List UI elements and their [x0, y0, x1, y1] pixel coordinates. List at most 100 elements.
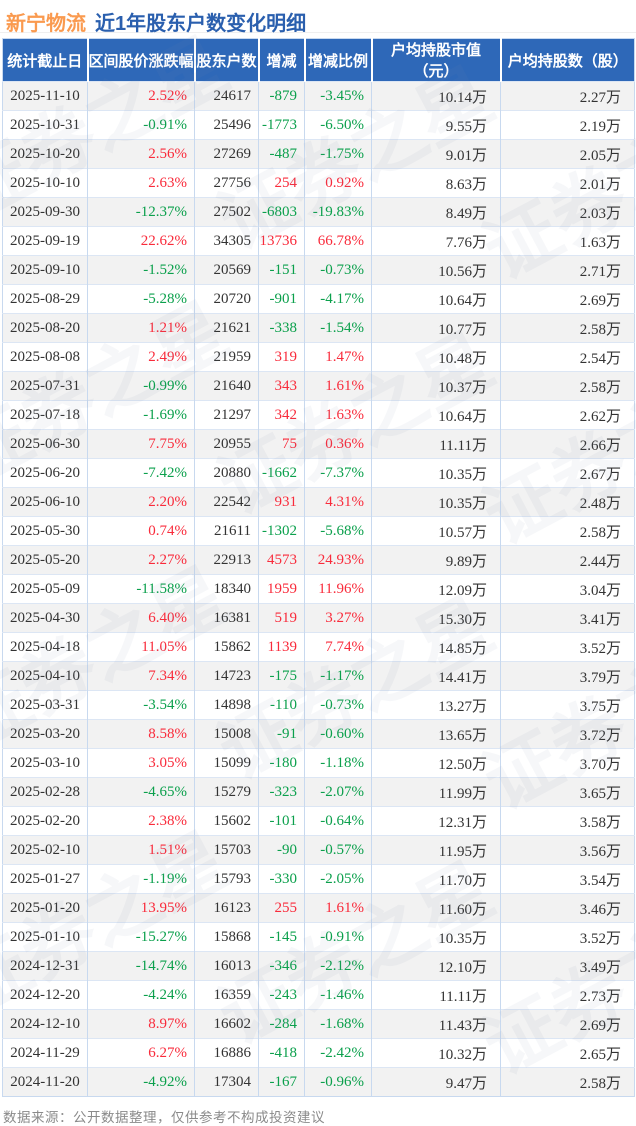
cell-date: 2025-02-28	[2, 777, 88, 807]
cell-price-change: -0.91%	[87, 110, 195, 140]
cell-avg-shares: 3.54万	[500, 864, 635, 894]
cell-delta-ratio: -1.17%	[304, 661, 372, 691]
cell-avg-market-value: 10.35万	[371, 922, 501, 952]
cell-delta: 75	[258, 429, 305, 459]
cell-date: 2025-03-31	[2, 690, 88, 720]
cell-avg-market-value: 11.43万	[371, 1009, 501, 1039]
cell-price-change: 3.05%	[87, 748, 195, 778]
cell-price-change: -4.65%	[87, 777, 195, 807]
cell-avg-market-value: 13.65万	[371, 719, 501, 749]
cell-date: 2025-04-10	[2, 661, 88, 691]
cell-price-change: 6.27%	[87, 1038, 195, 1068]
cell-holders: 20880	[194, 458, 259, 488]
cell-delta: 4573	[258, 545, 305, 575]
data-source-note: 数据来源：公开数据整理，仅供参考不构成投资建议	[3, 1110, 325, 1125]
table-row: 2025-08-20 1.21% 21621 -338 -1.54% 10.77万 2.58…	[2, 313, 635, 343]
cell-delta-ratio: -4.17%	[304, 284, 372, 314]
cell-avg-market-value: 12.50万	[371, 748, 501, 778]
cell-date: 2025-04-18	[2, 632, 88, 662]
cell-holders: 14898	[194, 690, 259, 720]
cell-avg-market-value: 12.09万	[371, 574, 501, 604]
cell-holders: 15793	[194, 864, 259, 894]
table-row: 2024-11-29 6.27% 16886 -418 -2.42% 10.32万 2.65…	[2, 1038, 635, 1068]
cell-date: 2025-02-10	[2, 835, 88, 865]
cell-date: 2025-06-30	[2, 429, 88, 459]
cell-avg-market-value: 10.35万	[371, 458, 501, 488]
cell-avg-shares: 2.73万	[500, 980, 635, 1010]
cell-price-change: -7.42%	[87, 458, 195, 488]
cell-avg-market-value: 10.35万	[371, 487, 501, 517]
cell-holders: 21959	[194, 342, 259, 372]
cell-delta-ratio: -0.60%	[304, 719, 372, 749]
cell-delta-ratio: 1.47%	[304, 342, 372, 372]
cell-date: 2024-12-20	[2, 980, 88, 1010]
cell-price-change: -15.27%	[87, 922, 195, 952]
cell-price-change: -12.37%	[87, 197, 195, 227]
column-header-3: 增减	[257, 38, 305, 82]
table-row: 2025-08-08 2.49% 21959 319 1.47% 10.48万 2.54万	[2, 342, 635, 372]
cell-delta: -323	[258, 777, 305, 807]
cell-holders: 20720	[194, 284, 259, 314]
cell-avg-shares: 2.58万	[500, 371, 635, 401]
cell-date: 2024-12-10	[2, 1009, 88, 1039]
cell-date: 2025-09-30	[2, 197, 88, 227]
cell-delta-ratio: -0.96%	[304, 1067, 372, 1097]
cell-delta-ratio: -2.12%	[304, 951, 372, 981]
cell-avg-shares: 2.69万	[500, 284, 635, 314]
cell-price-change: -14.74%	[87, 951, 195, 981]
table-row: 2025-05-30 0.74% 21611 -1302 -5.68% 10.57万 2.5…	[2, 516, 635, 546]
cell-avg-market-value: 10.32万	[371, 1038, 501, 1068]
cell-avg-market-value: 10.77万	[371, 313, 501, 343]
cell-delta: -180	[258, 748, 305, 778]
cell-avg-market-value: 15.30万	[371, 603, 501, 633]
cell-avg-shares: 2.03万	[500, 197, 635, 227]
cell-delta-ratio: -6.50%	[304, 110, 372, 140]
cell-delta: -151	[258, 255, 305, 285]
cell-price-change: -3.54%	[87, 690, 195, 720]
cell-delta: 343	[258, 371, 305, 401]
cell-delta: -418	[258, 1038, 305, 1068]
cell-delta-ratio: -0.73%	[304, 255, 372, 285]
cell-delta: -330	[258, 864, 305, 894]
cell-delta: 1959	[258, 574, 305, 604]
table-row: 2025-02-20 2.38% 15602 -101 -0.64% 12.31万 3.58…	[2, 806, 635, 836]
cell-delta: -91	[258, 719, 305, 749]
cell-date: 2024-11-29	[2, 1038, 88, 1068]
table-row: 2025-03-31 -3.54% 14898 -110 -0.73% 13.27万 3.7…	[2, 690, 635, 720]
cell-holders: 15602	[194, 806, 259, 836]
cell-holders: 27756	[194, 168, 259, 198]
cell-delta: -6803	[258, 197, 305, 227]
cell-delta: 13736	[258, 226, 305, 256]
cell-date: 2025-11-10	[2, 81, 88, 111]
cell-date: 2025-01-20	[2, 893, 88, 923]
table-row: 2024-12-10 8.97% 16602 -284 -1.68% 11.43万 2.69…	[2, 1009, 635, 1039]
cell-delta: -175	[258, 661, 305, 691]
cell-holders: 16381	[194, 603, 259, 633]
table-row: 2024-11-20 -4.92% 17304 -167 -0.96% 9.47万 2.58…	[2, 1067, 635, 1097]
cell-avg-shares: 2.65万	[500, 1038, 635, 1068]
cell-avg-shares: 3.52万	[500, 922, 635, 952]
cell-holders: 14723	[194, 661, 259, 691]
table-row: 2025-06-10 2.20% 22542 931 4.31% 10.35万 2.48万	[2, 487, 635, 517]
cell-avg-market-value: 11.11万	[371, 980, 501, 1010]
table-row: 2025-01-20 13.95% 16123 255 1.61% 11.60万 3.46万	[2, 893, 635, 923]
table-row: 2024-12-20 -4.24% 16359 -243 -1.46% 11.11万 2.7…	[2, 980, 635, 1010]
cell-date: 2024-11-20	[2, 1067, 88, 1097]
cell-holders: 15862	[194, 632, 259, 662]
cell-date: 2025-06-10	[2, 487, 88, 517]
table-row: 2025-04-18 11.05% 15862 1139 7.74% 14.85万 3.52…	[2, 632, 635, 662]
cell-price-change: -5.28%	[87, 284, 195, 314]
table-row: 2025-09-10 -1.52% 20569 -151 -0.73% 10.56万 2.7…	[2, 255, 635, 285]
table-row: 2025-07-31 -0.99% 21640 343 1.61% 10.37万 2.58万	[2, 371, 635, 401]
cell-price-change: -1.52%	[87, 255, 195, 285]
cell-delta: -901	[258, 284, 305, 314]
cell-delta-ratio: 1.61%	[304, 371, 372, 401]
table-row: 2025-08-29 -5.28% 20720 -901 -4.17% 10.64万 2.6…	[2, 284, 635, 314]
cell-avg-shares: 3.79万	[500, 661, 635, 691]
cell-holders: 25496	[194, 110, 259, 140]
cell-date: 2025-06-20	[2, 458, 88, 488]
cell-avg-shares: 3.04万	[500, 574, 635, 604]
cell-price-change: 1.21%	[87, 313, 195, 343]
cell-holders: 20955	[194, 429, 259, 459]
cell-price-change: 2.20%	[87, 487, 195, 517]
